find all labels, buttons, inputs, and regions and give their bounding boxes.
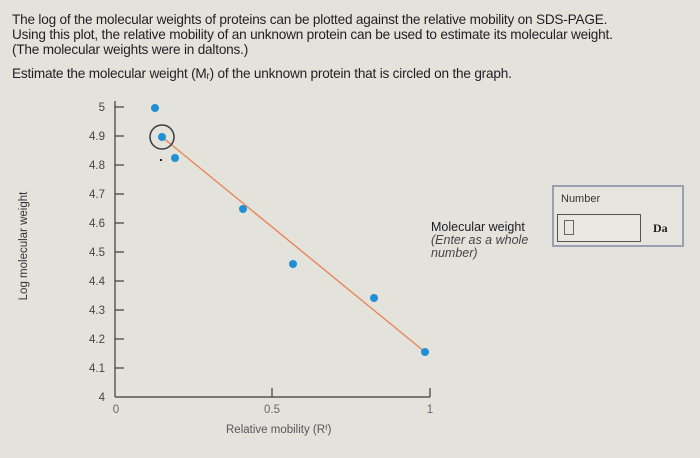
x-axis <box>115 388 431 398</box>
unknown-protein-circle-marker <box>149 124 175 150</box>
mw-label-hint-1: (Enter as a whole <box>431 233 529 247</box>
svg-text:0.5: 0.5 <box>264 404 280 416</box>
svg-text:4: 4 <box>99 392 106 404</box>
data-points <box>151 104 429 356</box>
unit-label: Da <box>653 221 668 235</box>
svg-text:4.6: 4.6 <box>89 218 105 230</box>
molecular-weight-input[interactable] <box>557 214 641 242</box>
svg-text:4.2: 4.2 <box>89 334 105 346</box>
intro-line-3: (The molecular weights were in daltons.) <box>12 42 249 57</box>
mw-label-hint-2: number) <box>431 246 478 260</box>
svg-text:4.4: 4.4 <box>89 276 106 288</box>
answer-box-header: Number <box>561 193 601 205</box>
molecular-weight-label: Molecular weight (Enter as a whole numbe… <box>431 221 528 260</box>
question-text: Estimate the molecular weight (Mᵣ) of th… <box>12 66 512 81</box>
intro-line-1: The log of the molecular weights of prot… <box>12 12 608 27</box>
x-axis-label: Relative mobility (Rᶠ) <box>226 424 332 436</box>
mw-label-title: Molecular weight <box>431 220 525 234</box>
intro-line-2: Using this plot, the relative mobility o… <box>12 27 613 42</box>
svg-text:4.3: 4.3 <box>89 305 105 317</box>
answer-box: Number Da <box>552 185 684 247</box>
svg-text:4.8: 4.8 <box>89 160 105 172</box>
svg-text:4.1: 4.1 <box>89 363 105 375</box>
stray-dot <box>160 159 162 161</box>
input-caret-icon <box>564 220 574 235</box>
y-tick-labels: 5 4.9 4.8 4.7 4.6 4.5 4.4 4.3 4.2 4.1 4 <box>89 102 106 404</box>
fit-line <box>161 136 426 353</box>
x-tick-labels: 0 0.5 1 <box>113 404 433 416</box>
svg-text:5: 5 <box>99 102 105 114</box>
problem-intro: The log of the molecular weights of prot… <box>12 12 692 57</box>
svg-text:4.7: 4.7 <box>89 189 105 201</box>
svg-text:4.5: 4.5 <box>89 247 105 259</box>
svg-text:1: 1 <box>427 404 433 416</box>
svg-text:0: 0 <box>113 404 119 416</box>
svg-text:4.9: 4.9 <box>89 131 105 143</box>
y-axis <box>114 101 124 397</box>
